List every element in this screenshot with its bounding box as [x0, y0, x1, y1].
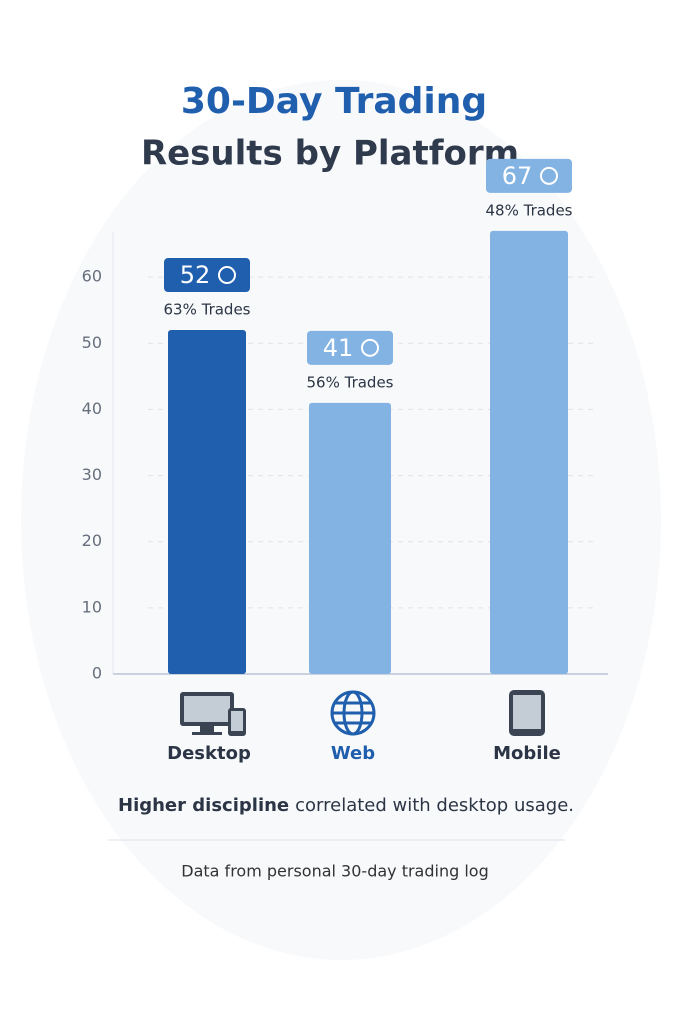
- value-icon: [540, 166, 558, 185]
- x-tick-label: Mobile: [493, 743, 561, 764]
- desktop-icon: [180, 692, 246, 736]
- trade-label: 63% Trades: [164, 301, 251, 319]
- mobile-icon: [509, 690, 545, 736]
- x-tick-label: Web: [331, 743, 375, 764]
- y-tick-label: 30: [82, 465, 102, 484]
- value-icon: [218, 266, 236, 285]
- y-tick-label: 40: [82, 399, 102, 418]
- chart-title: 30-Day Trading: [181, 81, 487, 122]
- value-icon: [361, 338, 379, 357]
- x-tick-label: Desktop: [167, 743, 251, 764]
- y-tick-label: 10: [82, 597, 102, 616]
- value-label: 41: [323, 334, 354, 362]
- trade-label: 56% Trades: [307, 373, 394, 391]
- y-tick-label: 50: [82, 333, 102, 352]
- value-label: 67: [502, 162, 533, 190]
- y-tick-label: 20: [82, 531, 102, 550]
- bar: [168, 330, 246, 674]
- bar: [490, 230, 568, 675]
- y-tick-label: 0: [92, 664, 102, 683]
- note-bold: Higher discipline: [118, 795, 289, 816]
- note-text: correlated with desktop usage.: [295, 795, 574, 816]
- note: Higher discipline correlated with desktop…: [118, 795, 574, 816]
- value-label: 52: [180, 261, 211, 289]
- bar: [309, 402, 391, 674]
- web-icon: [330, 690, 376, 736]
- source: Data from personal 30-day trading log: [181, 862, 488, 881]
- y-tick-label: 60: [82, 267, 102, 286]
- chart-title: Results by Platform: [141, 134, 519, 174]
- trade-label: 48% Trades: [486, 201, 573, 219]
